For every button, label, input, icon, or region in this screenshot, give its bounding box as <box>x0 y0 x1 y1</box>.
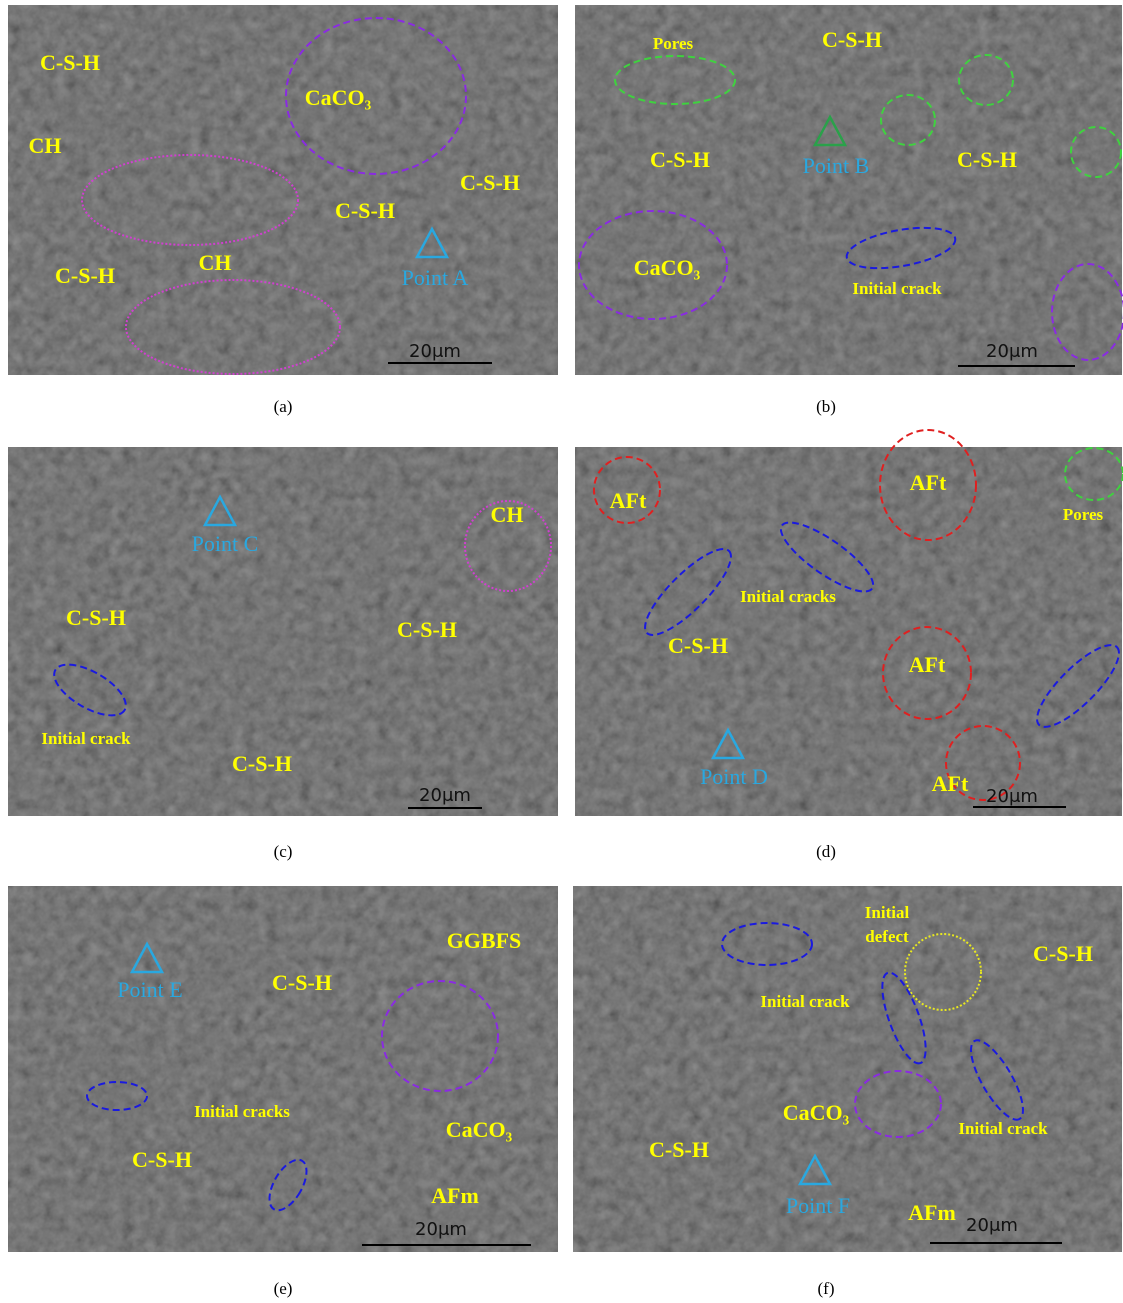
point-marker <box>812 114 848 147</box>
point-marker <box>710 727 746 760</box>
annotation-ellipse <box>285 17 467 175</box>
annotation-ellipse <box>904 933 982 1011</box>
annotation-ellipse <box>86 1081 148 1111</box>
phase-label: C-S-H <box>66 605 126 630</box>
phase-label: CH <box>199 250 232 275</box>
annotation-ellipse <box>945 725 1021 801</box>
phase-label: AFm <box>431 1183 479 1208</box>
annotation-ellipse <box>721 922 813 966</box>
panel-caption: (e) <box>274 1279 293 1298</box>
annotation-ellipse <box>1070 126 1122 178</box>
panel-caption: (b) <box>816 397 836 416</box>
sem-shade <box>8 447 558 816</box>
panel-caption: (d) <box>816 842 836 861</box>
sem-shade <box>8 5 558 375</box>
point-label: Point D <box>700 764 768 789</box>
panel-caption: (c) <box>274 842 293 861</box>
annotation-ellipse <box>644 548 732 636</box>
annotation-ellipse <box>268 1158 308 1212</box>
annotation-ellipse <box>854 1070 942 1138</box>
phase-label: C-S-H <box>822 27 882 52</box>
sem-shade <box>575 447 1122 816</box>
phase-label: Initial crack <box>760 992 850 1011</box>
phase-label: CaCO₃ <box>305 85 372 110</box>
scale-label: 20μm <box>415 1219 467 1240</box>
phase-label: Initial crack <box>852 279 942 298</box>
phase-label: Pores <box>653 34 694 53</box>
phase-label: AFt <box>910 470 947 495</box>
annotation-ellipse <box>381 980 499 1092</box>
annotation-ellipse <box>81 154 299 246</box>
phase-label: Initial crack <box>41 729 131 748</box>
point-marker <box>414 226 450 259</box>
phase-label: Initial <box>865 903 910 922</box>
annotation-ellipse <box>845 226 957 270</box>
phase-label: C-S-H <box>668 633 728 658</box>
phase-label: defect <box>865 927 909 946</box>
phase-label: CaCO₃ <box>783 1100 850 1125</box>
point-marker <box>202 494 238 527</box>
phase-label: Initial crack <box>958 1119 1048 1138</box>
annotation-ellipse <box>882 626 972 720</box>
phase-label: C-S-H <box>55 263 115 288</box>
phase-label: AFm <box>908 1200 956 1225</box>
scale-label: 20μm <box>966 1215 1018 1236</box>
phase-label: CH <box>29 133 62 158</box>
phase-label: C-S-H <box>397 617 457 642</box>
phase-label: C-S-H <box>650 147 710 172</box>
sem-shade <box>8 886 558 1252</box>
phase-label: C-S-H <box>1033 941 1093 966</box>
phase-label: C-S-H <box>232 751 292 776</box>
point-label: Point F <box>786 1193 850 1218</box>
phase-label: CaCO₃ <box>446 1117 513 1142</box>
annotation-ellipse <box>53 663 127 717</box>
annotation-ellipse <box>125 279 341 375</box>
point-marker <box>797 1153 833 1186</box>
scale-label: 20μm <box>986 341 1038 362</box>
annotation-ellipse <box>578 210 728 320</box>
annotation-ellipse <box>593 456 661 524</box>
phase-label: CH <box>491 502 524 527</box>
point-marker <box>129 941 165 974</box>
annotation-ellipse <box>879 429 977 541</box>
phase-label: Initial cracks <box>194 1102 290 1121</box>
sem-shade <box>573 886 1122 1252</box>
phase-label: Initial cracks <box>740 587 836 606</box>
point-label: Point E <box>117 977 182 1002</box>
panel-caption: (f) <box>818 1279 835 1298</box>
phase-label: C-S-H <box>132 1147 192 1172</box>
annotation-ellipse <box>779 521 875 593</box>
annotation-ellipse <box>880 94 936 146</box>
phase-label: AFt <box>909 652 946 677</box>
point-label: Point A <box>402 265 469 290</box>
point-label: Point B <box>803 153 870 178</box>
scale-label: 20μm <box>409 341 461 362</box>
annotation-ellipse <box>970 1039 1024 1121</box>
phase-label: C-S-H <box>272 970 332 995</box>
annotation-ellipse <box>1051 263 1123 361</box>
phase-label: AFt <box>932 771 969 796</box>
annotation-ellipse <box>614 55 736 105</box>
phase-label: GGBFS <box>447 928 522 953</box>
scale-label: 20μm <box>986 786 1038 807</box>
panel-caption: (a) <box>274 397 293 416</box>
annotation-ellipse <box>958 54 1014 106</box>
phase-label: C-S-H <box>649 1137 709 1162</box>
phase-label: C-S-H <box>460 170 520 195</box>
phase-label: AFt <box>610 488 647 513</box>
annotation-ellipse <box>881 971 927 1065</box>
sem-shade <box>575 5 1122 375</box>
phase-label: CaCO₃ <box>634 255 701 280</box>
point-label: Point C <box>192 531 259 556</box>
phase-label: C-S-H <box>957 147 1017 172</box>
annotation-ellipse <box>1036 644 1120 728</box>
scale-label: 20μm <box>419 785 471 806</box>
phase-label: C-S-H <box>40 50 100 75</box>
annotation-ellipse <box>464 500 552 592</box>
phase-label: C-S-H <box>335 198 395 223</box>
phase-label: Pores <box>1063 505 1104 524</box>
